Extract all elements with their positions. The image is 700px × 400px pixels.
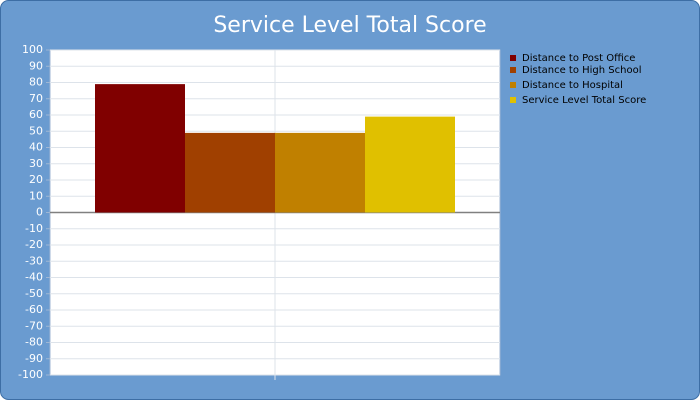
- y-tick-label: 40: [29, 141, 43, 154]
- y-tick-label: 70: [29, 92, 43, 105]
- legend-swatch: [510, 82, 516, 88]
- chart-title: Service Level Total Score: [213, 13, 486, 38]
- y-tick-label: -50: [25, 287, 43, 300]
- legend-label: Distance to High School: [522, 65, 641, 76]
- y-tick-label: -10: [25, 222, 43, 235]
- bar: [275, 132, 365, 213]
- bar: [185, 132, 275, 213]
- legend-swatch: [510, 55, 516, 61]
- y-tick-label: -20: [25, 238, 43, 251]
- legend-label: Service Level Total Score: [522, 95, 646, 106]
- y-tick-label: 10: [29, 189, 43, 202]
- y-tick-label: 90: [29, 59, 43, 72]
- y-tick-label: -60: [25, 303, 43, 316]
- y-tick-label: 60: [29, 108, 43, 121]
- y-tick-label: -40: [25, 271, 43, 284]
- legend-swatch: [510, 67, 516, 73]
- legend-label: Distance to Hospital: [522, 80, 623, 91]
- y-tick-label: 0: [36, 206, 43, 219]
- y-tick-label: 80: [29, 76, 43, 89]
- y-tick-label: 50: [29, 124, 43, 137]
- y-tick-label: -30: [25, 254, 43, 267]
- y-tick-label: -70: [25, 319, 43, 332]
- y-tick-label: -90: [25, 352, 43, 365]
- legend-label: Distance to Post Office: [522, 53, 635, 64]
- y-tick-label: 100: [22, 43, 43, 56]
- legend-swatch: [510, 97, 516, 103]
- y-tick-label: -100: [18, 368, 43, 381]
- y-tick-label: 30: [29, 157, 43, 170]
- bar: [95, 84, 185, 213]
- bar: [365, 116, 455, 213]
- y-tick-label: -80: [25, 336, 43, 349]
- y-tick-label: 20: [29, 173, 43, 186]
